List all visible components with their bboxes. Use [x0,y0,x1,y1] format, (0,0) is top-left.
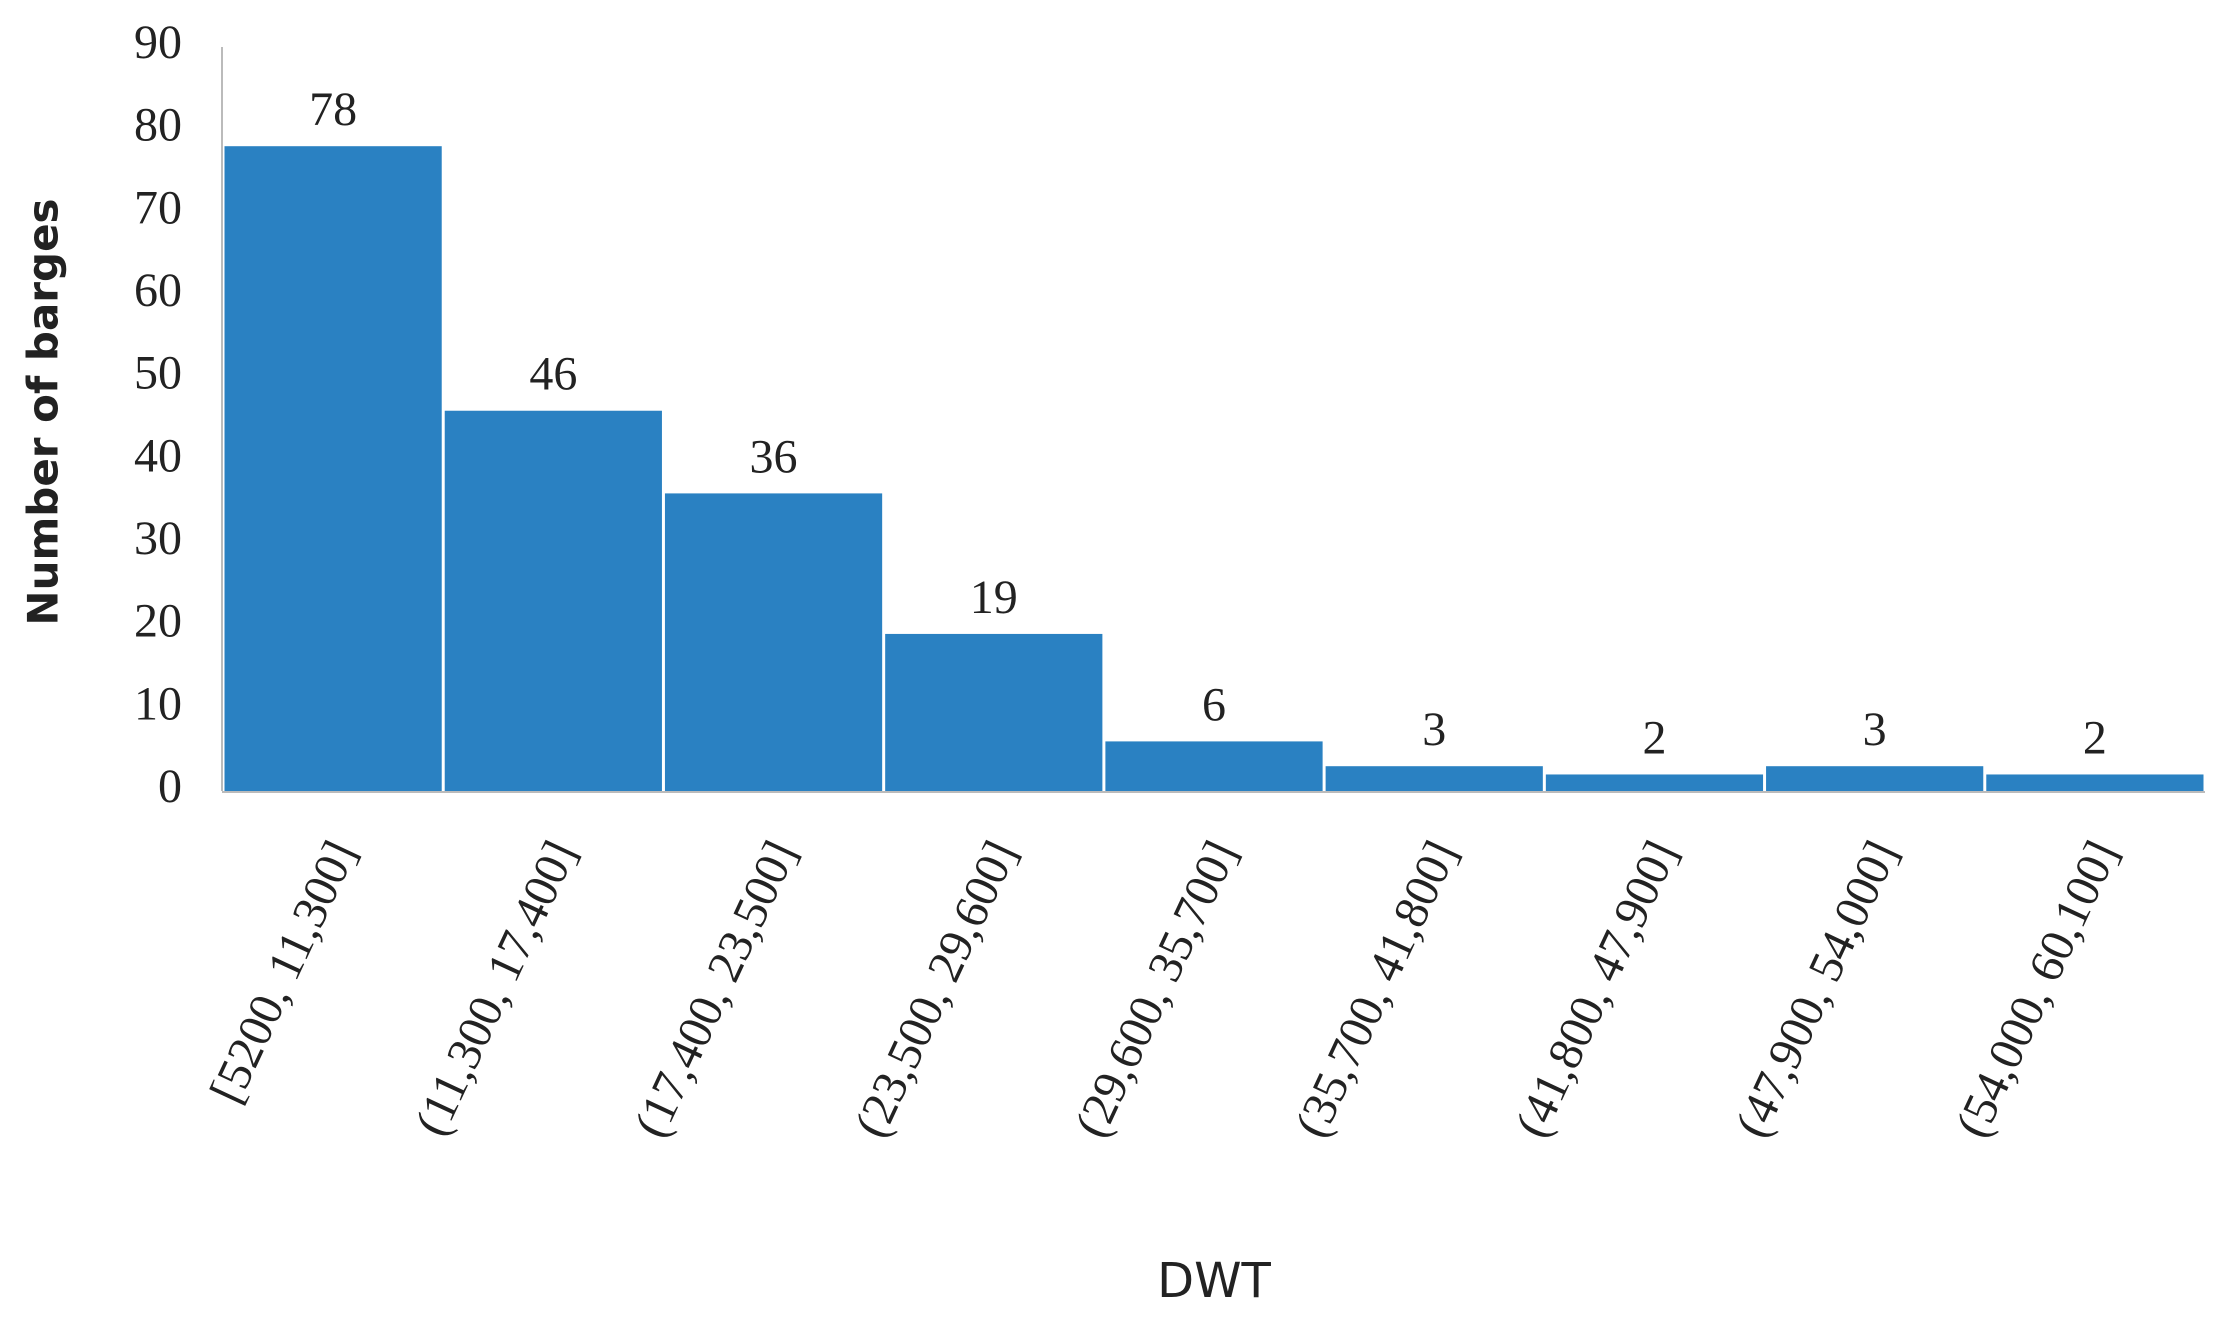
x-tick-label: (47,900, 54,000] [1725,833,1908,1145]
y-axis-label: Number of barges [19,198,68,625]
bar [1986,774,2204,791]
x-axis-label: DWT [1157,1253,1271,1309]
x-tick-label: (11,300, 17,400] [405,833,588,1144]
x-tick-label: (41,800, 47,900] [1505,833,1688,1145]
data-label: 78 [309,83,357,136]
data-label: 36 [750,430,798,483]
y-tick-label: 0 [158,760,182,813]
data-label: 6 [1202,678,1226,731]
bar [1766,766,1984,791]
data-label: 2 [1642,711,1666,764]
bar [1105,741,1323,791]
bar [444,410,662,791]
data-label: 2 [2083,711,2107,764]
y-tick-label: 20 [134,595,182,648]
x-tick-label: (54,000, 60,100] [1946,833,2129,1145]
x-tick-label: (35,700, 41,800] [1285,833,1468,1145]
bar [885,633,1103,791]
y-tick-label: 90 [134,16,182,69]
x-tick-label: (23,500, 29,600] [844,833,1027,1145]
y-tick-label: 80 [134,99,182,152]
y-tick-label: 60 [134,264,182,317]
bar [1545,774,1764,791]
x-tick-label: [5200, 11,300] [200,833,367,1111]
y-tick-label: 30 [134,512,182,565]
data-label: 3 [1863,703,1887,756]
x-tick-label: (29,600, 35,700] [1065,833,1248,1145]
y-tick-label: 50 [134,347,182,400]
bar [664,493,883,791]
y-tick-label: 10 [134,677,182,730]
x-tick-label: (17,400, 23,500] [624,833,807,1145]
data-label: 3 [1422,703,1446,756]
bar [1325,766,1543,791]
data-label: 46 [529,348,577,401]
y-tick-label: 70 [134,181,182,234]
bar [224,146,442,791]
y-tick-label: 40 [134,429,182,482]
data-label: 19 [970,571,1018,624]
